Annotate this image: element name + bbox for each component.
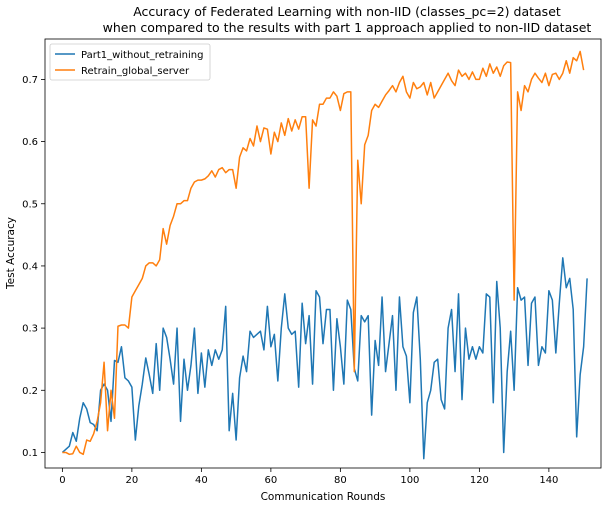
y-tick-label: 0.2 — [22, 386, 38, 397]
x-tick-label: 80 — [334, 475, 347, 486]
x-tick-label: 20 — [126, 475, 139, 486]
legend-label-part1: Part1_without_retraining — [81, 50, 203, 61]
legend: Part1_without_retraining Retrain_global_… — [49, 43, 211, 81]
x-tick-label: 0 — [59, 475, 65, 486]
x-tick-label: 40 — [195, 475, 208, 486]
y-tick-label: 0.1 — [22, 448, 38, 459]
chart-title-line-2: when compared to the results with part 1… — [103, 20, 592, 35]
chart-title-line-1: Accuracy of Federated Learning with non-… — [133, 4, 561, 19]
x-tick-label: 100 — [400, 475, 419, 486]
y-axis-label: Test Accuracy — [5, 217, 17, 290]
series-lines — [61, 50, 588, 460]
x-axis-ticks: 0 20 40 60 80 100 120 140 — [59, 468, 558, 486]
y-axis-ticks: 0.1 0.2 0.3 0.4 0.5 0.6 0.7 — [22, 75, 45, 459]
legend-box — [49, 43, 211, 81]
series-line-part1 — [61, 257, 588, 460]
y-tick-label: 0.4 — [22, 261, 38, 272]
plot-frame — [44, 38, 602, 469]
y-tick-label: 0.3 — [22, 324, 38, 335]
x-tick-label: 140 — [539, 475, 558, 486]
legend-label-retrain: Retrain_global_server — [81, 66, 190, 77]
x-axis-label: Communication Rounds — [261, 491, 386, 503]
y-tick-label: 0.5 — [22, 199, 38, 210]
x-tick-label: 120 — [470, 475, 489, 486]
x-tick-label: 60 — [265, 475, 278, 486]
y-tick-label: 0.7 — [22, 75, 38, 86]
series-line-retrain — [62, 50, 585, 456]
y-tick-label: 0.6 — [22, 137, 38, 148]
